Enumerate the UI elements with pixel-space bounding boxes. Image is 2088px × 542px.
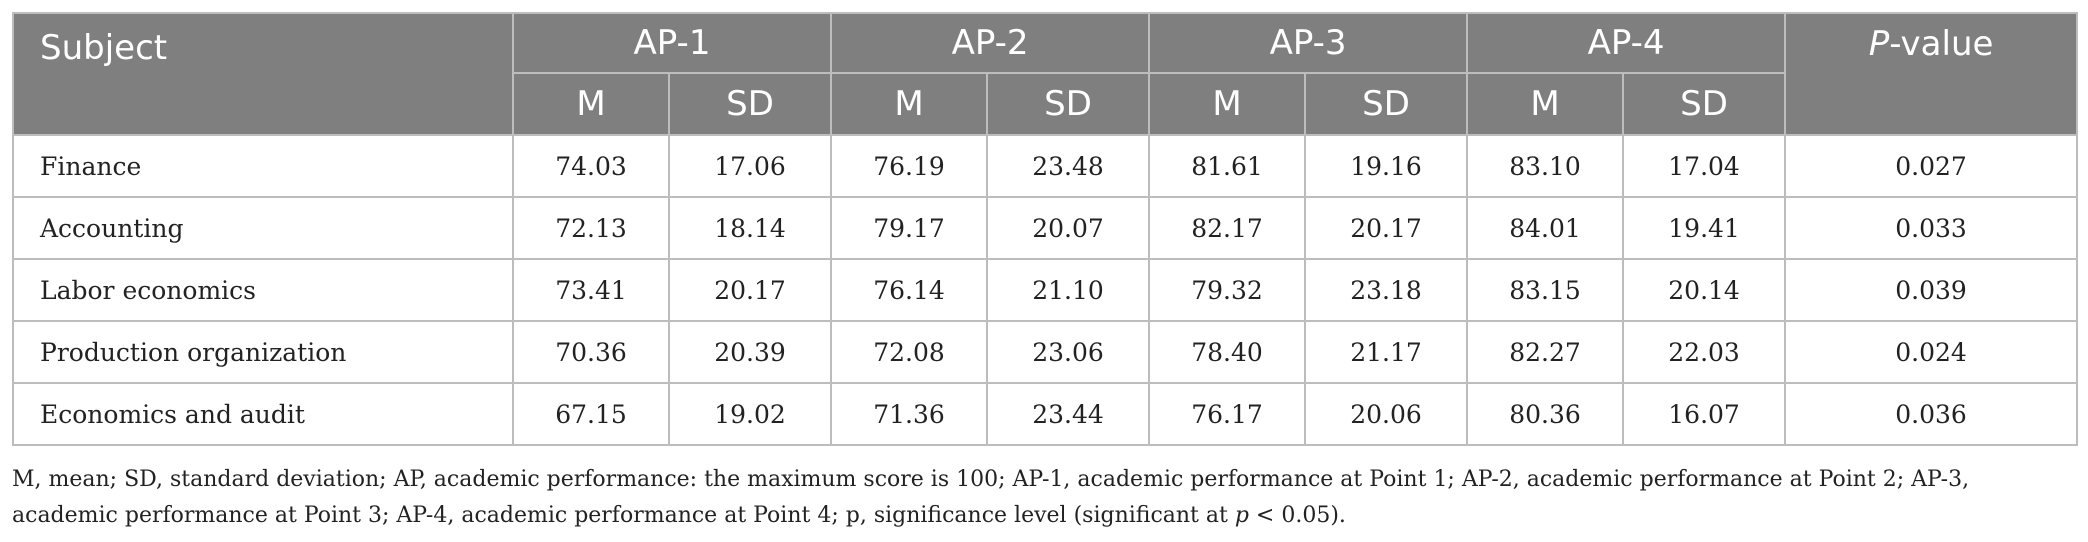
value-cell: 73.41 <box>512 258 670 322</box>
value-cell: 84.01 <box>1466 196 1625 260</box>
value-cell: 19.16 <box>1304 134 1469 198</box>
value-cell: 16.07 <box>1622 382 1787 446</box>
header-pvalue-rest: -value <box>1889 24 1994 64</box>
table-row: Labor economics 73.41 20.17 76.14 21.10 … <box>12 258 2079 322</box>
subject-cell: Labor economics <box>12 258 514 322</box>
value-cell: 20.07 <box>986 196 1151 260</box>
table-footnote: M, mean; SD, standard deviation; AP, aca… <box>12 462 2076 534</box>
value-cell: 72.08 <box>830 320 989 384</box>
header-pvalue-italic: P <box>1868 24 1890 64</box>
table-header: Subject AP-1 AP-2 AP-3 AP-4 P-value M SD… <box>12 12 2079 136</box>
value-cell: 22.03 <box>1622 320 1787 384</box>
performance-table: Subject AP-1 AP-2 AP-3 AP-4 P-value M SD… <box>12 12 2079 446</box>
value-cell: 17.06 <box>667 134 833 198</box>
header-group-ap2: AP-2 <box>830 12 1151 74</box>
table-row: Economics and audit 67.15 19.02 71.36 23… <box>12 382 2079 446</box>
pvalue-cell: 0.024 <box>1784 320 2079 384</box>
subject-cell: Accounting <box>12 196 514 260</box>
value-cell: 20.17 <box>667 258 833 322</box>
value-cell: 21.10 <box>986 258 1151 322</box>
value-cell: 18.14 <box>667 196 833 260</box>
header-group-ap1: AP-1 <box>511 12 833 74</box>
header-stat: M <box>1148 72 1307 136</box>
value-cell: 71.36 <box>830 382 989 446</box>
header-stat: SD <box>1622 72 1787 136</box>
value-cell: 76.19 <box>830 134 989 198</box>
value-cell: 78.40 <box>1148 320 1307 384</box>
value-cell: 83.10 <box>1466 134 1625 198</box>
header-stat: SD <box>1304 72 1469 136</box>
value-cell: 82.27 <box>1466 320 1625 384</box>
header-group-ap3: AP-3 <box>1148 12 1469 74</box>
value-cell: 21.17 <box>1304 320 1469 384</box>
value-cell: 81.61 <box>1148 134 1307 198</box>
table-row: Finance 74.03 17.06 76.19 23.48 81.61 19… <box>12 134 2079 198</box>
subject-cell: Finance <box>12 134 514 198</box>
subject-cell: Economics and audit <box>12 382 514 446</box>
value-cell: 76.14 <box>830 258 989 322</box>
header-pvalue: P-value <box>1784 12 2079 136</box>
value-cell: 19.41 <box>1622 196 1787 260</box>
value-cell: 23.44 <box>986 382 1151 446</box>
value-cell: 20.17 <box>1304 196 1469 260</box>
value-cell: 79.17 <box>830 196 989 260</box>
value-cell: 20.39 <box>667 320 833 384</box>
subject-cell: Production organization <box>12 320 514 384</box>
header-stat: SD <box>986 72 1151 136</box>
header-stat: M <box>830 72 989 136</box>
pvalue-cell: 0.036 <box>1784 382 2079 446</box>
header-row-stats: M SD M SD M SD M SD <box>13 72 2077 136</box>
value-cell: 23.18 <box>1304 258 1469 322</box>
value-cell: 76.17 <box>1148 382 1307 446</box>
pvalue-cell: 0.033 <box>1784 196 2079 260</box>
table-row: Accounting 72.13 18.14 79.17 20.07 82.17… <box>12 196 2079 260</box>
header-subject: Subject <box>12 12 514 136</box>
value-cell: 23.06 <box>986 320 1151 384</box>
header-stat: SD <box>667 72 833 136</box>
value-cell: 19.02 <box>667 382 833 446</box>
table-body: Finance 74.03 17.06 76.19 23.48 81.61 19… <box>12 134 2079 446</box>
header-stat: M <box>1466 72 1625 136</box>
pvalue-cell: 0.027 <box>1784 134 2079 198</box>
value-cell: 79.32 <box>1148 258 1307 322</box>
value-cell: 70.36 <box>512 320 670 384</box>
header-group-ap4: AP-4 <box>1466 12 1787 74</box>
value-cell: 80.36 <box>1466 382 1625 446</box>
table-row: Production organization 70.36 20.39 72.0… <box>12 320 2079 384</box>
value-cell: 67.15 <box>512 382 670 446</box>
table-container: Subject AP-1 AP-2 AP-3 AP-4 P-value M SD… <box>12 12 2079 534</box>
value-cell: 17.04 <box>1622 134 1787 198</box>
value-cell: 20.06 <box>1304 382 1469 446</box>
value-cell: 72.13 <box>512 196 670 260</box>
value-cell: 83.15 <box>1466 258 1625 322</box>
footnote-italic-p: p <box>1234 503 1249 528</box>
header-row-groups: Subject AP-1 AP-2 AP-3 AP-4 P-value <box>12 12 2079 136</box>
value-cell: 20.14 <box>1622 258 1787 322</box>
value-cell: 74.03 <box>512 134 670 198</box>
value-cell: 23.48 <box>986 134 1151 198</box>
header-stat: M <box>512 72 670 136</box>
pvalue-cell: 0.039 <box>1784 258 2079 322</box>
value-cell: 82.17 <box>1148 196 1307 260</box>
footnote-text-end: < 0.05). <box>1248 503 1346 528</box>
footnote-text: M, mean; SD, standard deviation; AP, aca… <box>12 467 1970 528</box>
